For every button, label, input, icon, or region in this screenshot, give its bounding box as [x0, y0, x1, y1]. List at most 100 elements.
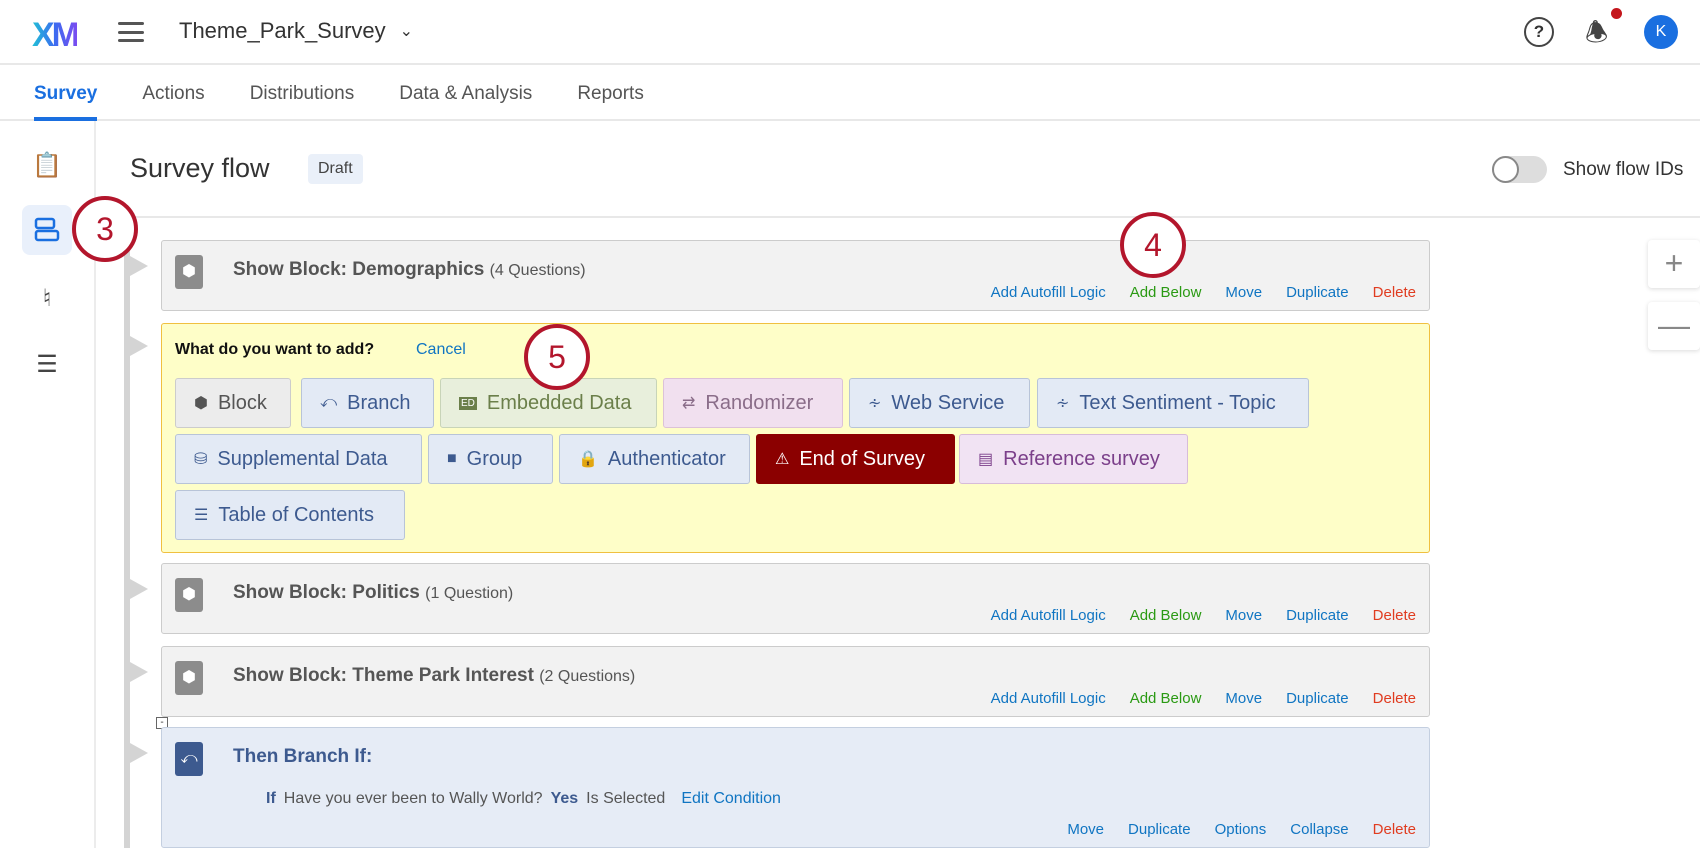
question-count: (1 Question): [425, 585, 514, 602]
zoom-out-button[interactable]: —: [1648, 302, 1700, 350]
top-bar: XM Theme_Park_Survey ⌄ ? 🕭 K: [0, 0, 1700, 65]
left-sidebar: 📋 ♮ ☰: [0, 121, 96, 848]
collapse-link[interactable]: Collapse: [1290, 821, 1349, 838]
move-link[interactable]: Move: [1225, 690, 1263, 707]
add-group-button[interactable]: ■ Group: [428, 434, 553, 484]
condition-question: Have you ever been to Wally World?: [283, 790, 543, 807]
add-autofill-logic-link[interactable]: Add Autofill Logic: [990, 690, 1106, 707]
xm-logo[interactable]: XM: [32, 16, 80, 54]
cube-icon: ⬢: [175, 578, 203, 612]
add-below-link[interactable]: Add Below: [1129, 284, 1202, 301]
delete-link[interactable]: Delete: [1372, 821, 1416, 838]
add-table-of-contents-button[interactable]: ☰ Table of Contents: [175, 490, 405, 540]
annotation-marker: 3: [72, 196, 138, 262]
add-web-service-button[interactable]: ∻ Web Service: [849, 378, 1030, 428]
cube-icon: ⬢: [175, 255, 203, 289]
survey-flow-icon[interactable]: [22, 205, 72, 255]
condition-operator: Is Selected: [586, 790, 666, 807]
chevron-down-icon: ⌄: [399, 23, 414, 40]
add-block-button[interactable]: ⬢ Block: [175, 378, 291, 428]
condition-answer: Yes: [550, 790, 579, 807]
branch-element[interactable]: ⤺ Then Branch If: If Have you ever been …: [161, 727, 1430, 848]
lock-icon: 🔒: [578, 451, 598, 468]
project-selector[interactable]: Theme_Park_Survey ⌄: [179, 18, 413, 44]
toggle-label: Show flow IDs: [1563, 159, 1684, 180]
delete-link[interactable]: Delete: [1372, 690, 1416, 707]
add-branch-button[interactable]: ⤺ Branch: [301, 378, 434, 428]
flow-arrow: [130, 579, 148, 599]
tab-distributions[interactable]: Distributions: [249, 83, 355, 104]
project-name: Theme_Park_Survey: [179, 18, 386, 43]
flow-block[interactable]: ⬢ Show Block: Theme Park Interest (2 Que…: [161, 646, 1430, 717]
folder-icon: ■: [447, 450, 457, 467]
zoom-in-button[interactable]: +: [1648, 240, 1700, 288]
move-link[interactable]: Move: [1225, 284, 1263, 301]
add-below-link[interactable]: Add Below: [1129, 690, 1202, 707]
notification-badge: [1611, 8, 1622, 19]
option-label: Web Service: [891, 391, 1005, 414]
flow-arrow: [130, 256, 148, 276]
clipboard-icon: ▤: [978, 451, 994, 468]
add-randomizer-button[interactable]: ⇄ Randomizer: [663, 378, 843, 428]
duplicate-link[interactable]: Duplicate: [1286, 284, 1349, 301]
tab-reports[interactable]: Reports: [577, 83, 644, 104]
duplicate-link[interactable]: Duplicate: [1128, 821, 1191, 838]
add-autofill-logic-link[interactable]: Add Autofill Logic: [990, 607, 1106, 624]
help-icon[interactable]: ?: [1524, 17, 1554, 47]
option-label: Block: [217, 391, 267, 414]
options-link[interactable]: Options: [1214, 821, 1267, 838]
collapse-toggle[interactable]: -: [156, 717, 168, 729]
option-label: End of Survey: [799, 447, 925, 470]
bell-icon[interactable]: 🕭: [1585, 17, 1609, 47]
option-label: Supplemental Data: [217, 447, 388, 470]
settings-sliders-icon[interactable]: ☰: [36, 350, 58, 378]
flow-line: [124, 240, 130, 848]
question-count: (4 Questions): [489, 262, 586, 279]
shuffle-icon: ⇄: [682, 395, 696, 412]
option-label: Randomizer: [705, 391, 814, 414]
option-label: Group: [466, 447, 523, 470]
menu-icon[interactable]: [118, 22, 144, 42]
show-flow-ids-toggle[interactable]: [1492, 156, 1547, 183]
add-supplemental-data-button[interactable]: ⛁ Supplemental Data: [175, 434, 422, 484]
feed-icon: ∻: [1056, 395, 1070, 412]
option-label: Embedded Data: [486, 391, 632, 414]
branch-icon: ⤺: [320, 394, 338, 411]
add-prompt: What do you want to add?: [175, 341, 375, 358]
add-text-sentiment-button[interactable]: ∻ Text Sentiment - Topic: [1037, 378, 1309, 428]
avatar[interactable]: K: [1644, 15, 1678, 49]
move-link[interactable]: Move: [1067, 821, 1105, 838]
edit-condition-link[interactable]: Edit Condition: [681, 790, 781, 807]
paint-roller-icon[interactable]: ♮: [42, 284, 52, 312]
clipboard-icon[interactable]: 📋: [32, 151, 62, 179]
delete-link[interactable]: Delete: [1372, 607, 1416, 624]
flow-block[interactable]: ⬢ Show Block: Politics (1 Question) Add …: [161, 563, 1430, 634]
duplicate-link[interactable]: Duplicate: [1286, 607, 1349, 624]
option-label: Branch: [347, 391, 411, 414]
delete-link[interactable]: Delete: [1372, 284, 1416, 301]
flow-block[interactable]: ⬢ Show Block: Demographics (4 Questions)…: [161, 240, 1430, 311]
move-link[interactable]: Move: [1225, 607, 1263, 624]
database-icon: ⛁: [194, 451, 208, 468]
add-element-panel: What do you want to add? Cancel ⬢ Block ⤺…: [161, 323, 1430, 553]
tab-data-analysis[interactable]: Data & Analysis: [399, 83, 533, 104]
add-end-of-survey-button[interactable]: ⚠ End of Survey: [756, 434, 955, 484]
add-authenticator-button[interactable]: 🔒 Authenticator: [559, 434, 750, 484]
block-title: Show Block: Demographics: [233, 259, 485, 280]
option-label: Authenticator: [607, 447, 726, 470]
block-title: Show Block: Politics: [233, 582, 420, 603]
embedded-data-icon: ED: [459, 396, 477, 410]
flow-arrow: [130, 662, 148, 682]
flow-canvas: [96, 216, 1700, 848]
duplicate-link[interactable]: Duplicate: [1286, 690, 1349, 707]
branch-icon: ⤺: [175, 742, 203, 776]
branch-title: Then Branch If:: [233, 746, 373, 767]
add-below-link[interactable]: Add Below: [1129, 607, 1202, 624]
add-reference-survey-button[interactable]: ▤ Reference survey: [959, 434, 1188, 484]
add-autofill-logic-link[interactable]: Add Autofill Logic: [990, 284, 1106, 301]
warning-icon: ⚠: [775, 451, 790, 468]
tab-survey[interactable]: Survey: [34, 65, 98, 121]
cancel-link[interactable]: Cancel: [416, 341, 466, 358]
tab-actions[interactable]: Actions: [142, 83, 205, 104]
annotation-marker: 5: [524, 324, 590, 390]
